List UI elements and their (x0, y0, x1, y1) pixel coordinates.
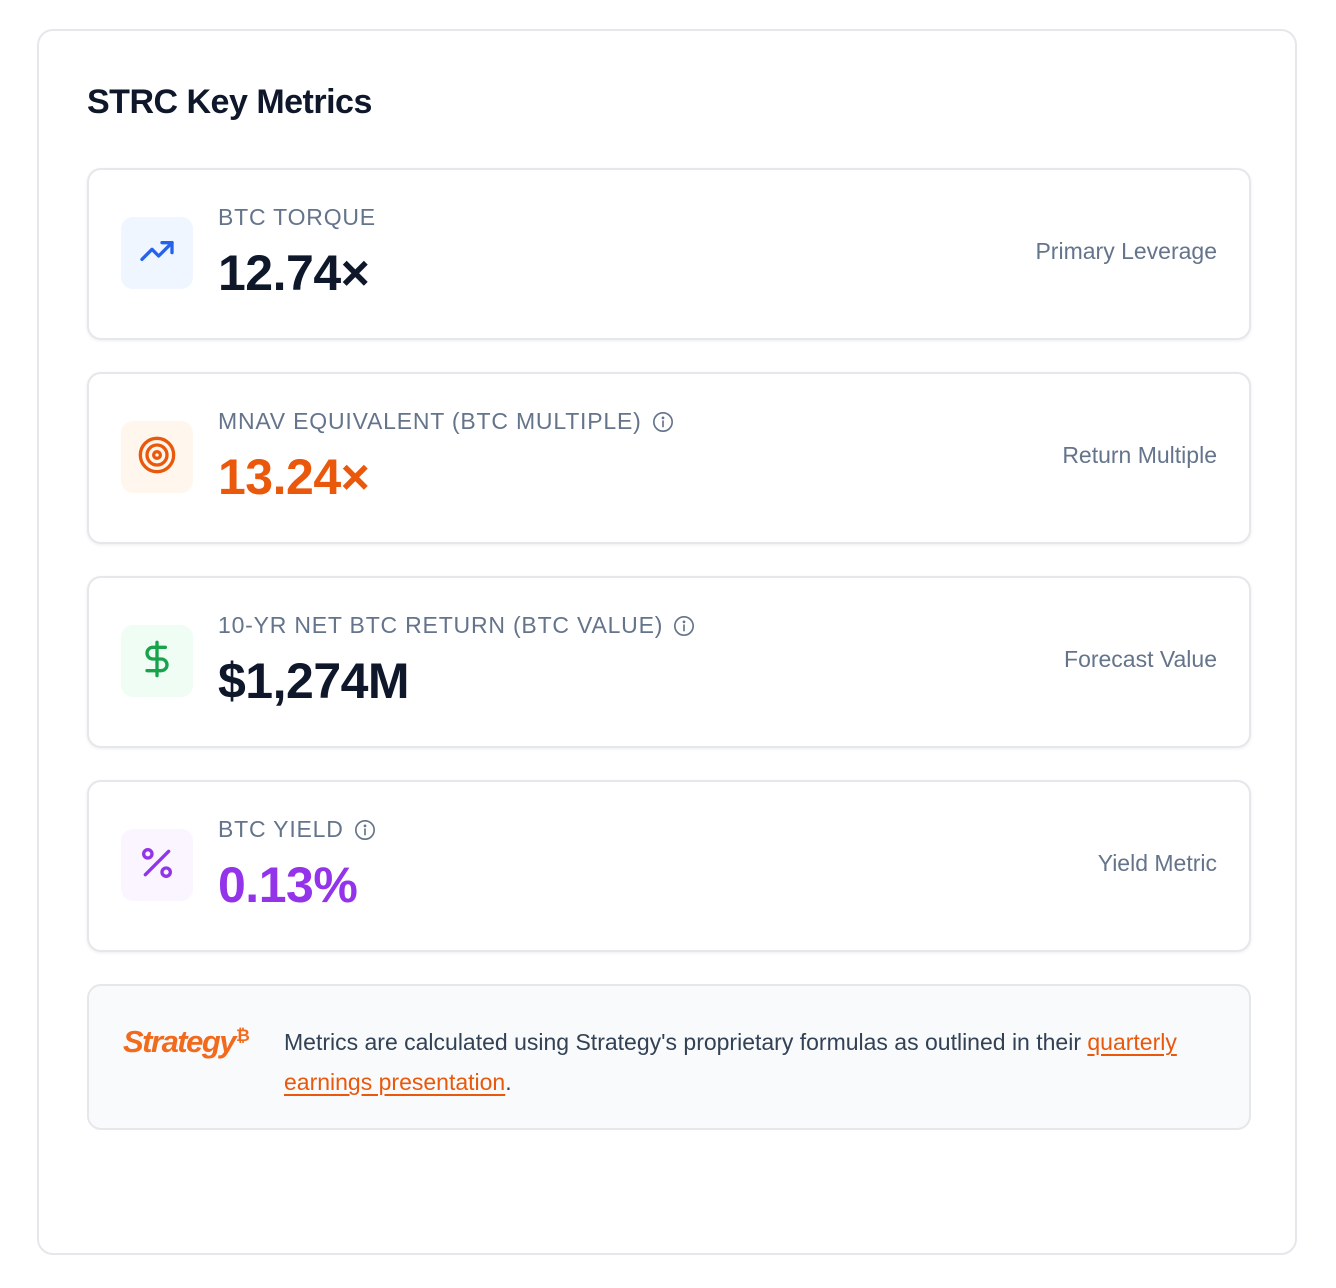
earnings-presentation-link[interactable]: quarterly earnings presentation (284, 1029, 1177, 1095)
metric-note: Return Multiple (1062, 442, 1217, 468)
metric-label-text: BTC TORQUE (218, 204, 376, 230)
methodology-text: Metrics are calculated using Strategy's … (284, 1022, 1214, 1102)
metric-card-btc-yield: BTC YIELD 0.13% Yield Metric (87, 780, 1251, 952)
metric-note: Forecast Value (1064, 646, 1217, 672)
metric-label-text: MNAV EQUIVALENT (BTC MULTIPLE) (218, 408, 642, 434)
info-icon[interactable] (354, 819, 376, 841)
metric-value: 12.74× (218, 245, 370, 301)
metric-value: $1,274M (218, 653, 410, 709)
info-icon[interactable] (673, 615, 695, 637)
metric-card-net-btc-return: 10-YR NET BTC RETURN (BTC VALUE) $1,274M… (87, 576, 1251, 748)
metric-icon-box (121, 421, 193, 493)
info-icon[interactable] (652, 411, 674, 433)
metric-value: 13.24× (218, 449, 370, 505)
strategy-logo: Strategy₿ (123, 1024, 250, 1060)
metric-card-btc-torque: BTC TORQUE 12.74× Primary Leverage (87, 168, 1251, 340)
methodology-text-before: Metrics are calculated using Strategy's … (284, 1029, 1088, 1055)
trending-up-icon (137, 231, 177, 276)
metric-label: BTC YIELD (218, 816, 376, 843)
panel-title: STRC Key Metrics (87, 83, 372, 121)
metric-card-mnav-equivalent: MNAV EQUIVALENT (BTC MULTIPLE) 13.24× Re… (87, 372, 1251, 544)
bitcoin-mark-icon: ₿ (236, 1025, 250, 1045)
strategy-logo-text: Strategy (123, 1024, 237, 1059)
metric-value: 0.13% (218, 857, 358, 913)
metric-note: Primary Leverage (1035, 238, 1217, 264)
target-icon (137, 435, 177, 480)
methodology-text-after: . (505, 1069, 512, 1095)
key-metrics-panel: STRC Key Metrics BTC TORQUE 12.74× Prima… (37, 29, 1297, 1255)
metric-label-text: BTC YIELD (218, 816, 344, 842)
dollar-sign-icon (137, 639, 177, 684)
metric-label: MNAV EQUIVALENT (BTC MULTIPLE) (218, 408, 674, 435)
metric-label: 10-YR NET BTC RETURN (BTC VALUE) (218, 612, 695, 639)
metric-icon-box (121, 829, 193, 901)
metric-label: BTC TORQUE (218, 204, 376, 231)
methodology-note: Strategy₿ Metrics are calculated using S… (87, 984, 1251, 1130)
metric-note: Yield Metric (1097, 850, 1217, 876)
metric-icon-box (121, 217, 193, 289)
metric-icon-box (121, 625, 193, 697)
percent-icon (137, 843, 177, 888)
metric-label-text: 10-YR NET BTC RETURN (BTC VALUE) (218, 612, 664, 638)
